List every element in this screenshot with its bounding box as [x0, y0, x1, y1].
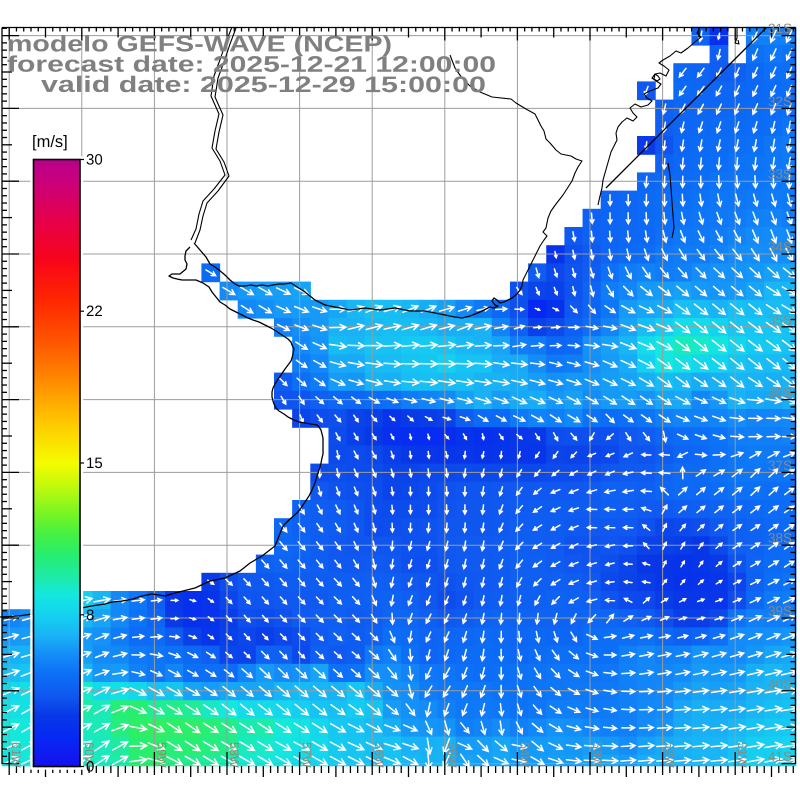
svg-text:52W: 52W	[663, 742, 677, 768]
svg-text:22: 22	[86, 303, 103, 320]
svg-text:36S: 36S	[768, 385, 792, 400]
svg-text:57W: 57W	[300, 742, 314, 768]
svg-text:54W: 54W	[517, 742, 531, 768]
svg-text:valid date: 2025-12-29 15:00:0: valid date: 2025-12-29 15:00:00	[41, 72, 486, 97]
svg-text:60W: 60W	[82, 742, 96, 768]
svg-text:61W: 61W	[9, 742, 23, 768]
svg-text:33S: 33S	[768, 167, 792, 182]
svg-text:55W: 55W	[445, 742, 459, 768]
svg-text:37S: 37S	[768, 458, 792, 473]
svg-text:31S: 31S	[768, 21, 792, 36]
svg-text:35S: 35S	[768, 312, 792, 327]
svg-text:30: 30	[86, 152, 103, 169]
svg-text:[m/s]: [m/s]	[32, 133, 68, 151]
svg-text:34S: 34S	[768, 240, 792, 255]
svg-text:41S: 41S	[768, 749, 792, 764]
svg-text:38S: 38S	[768, 531, 792, 546]
svg-text:58W: 58W	[227, 742, 241, 768]
svg-text:8: 8	[86, 607, 94, 624]
svg-text:32S: 32S	[768, 94, 792, 109]
svg-text:53W: 53W	[590, 742, 604, 768]
svg-text:0: 0	[86, 759, 94, 776]
svg-text:forecast date: 2025-12-21 12:0: forecast date: 2025-12-21 12:00:00	[7, 52, 496, 77]
svg-text:56W: 56W	[372, 742, 386, 768]
svg-text:51W: 51W	[735, 742, 749, 768]
svg-text:15: 15	[86, 455, 103, 472]
svg-text:59W: 59W	[154, 742, 168, 768]
svg-text:modelo GEFS-WAVE (NCEP): modelo GEFS-WAVE (NCEP)	[7, 31, 392, 56]
svg-text:40S: 40S	[768, 676, 792, 691]
svg-text:39S: 39S	[768, 604, 792, 619]
